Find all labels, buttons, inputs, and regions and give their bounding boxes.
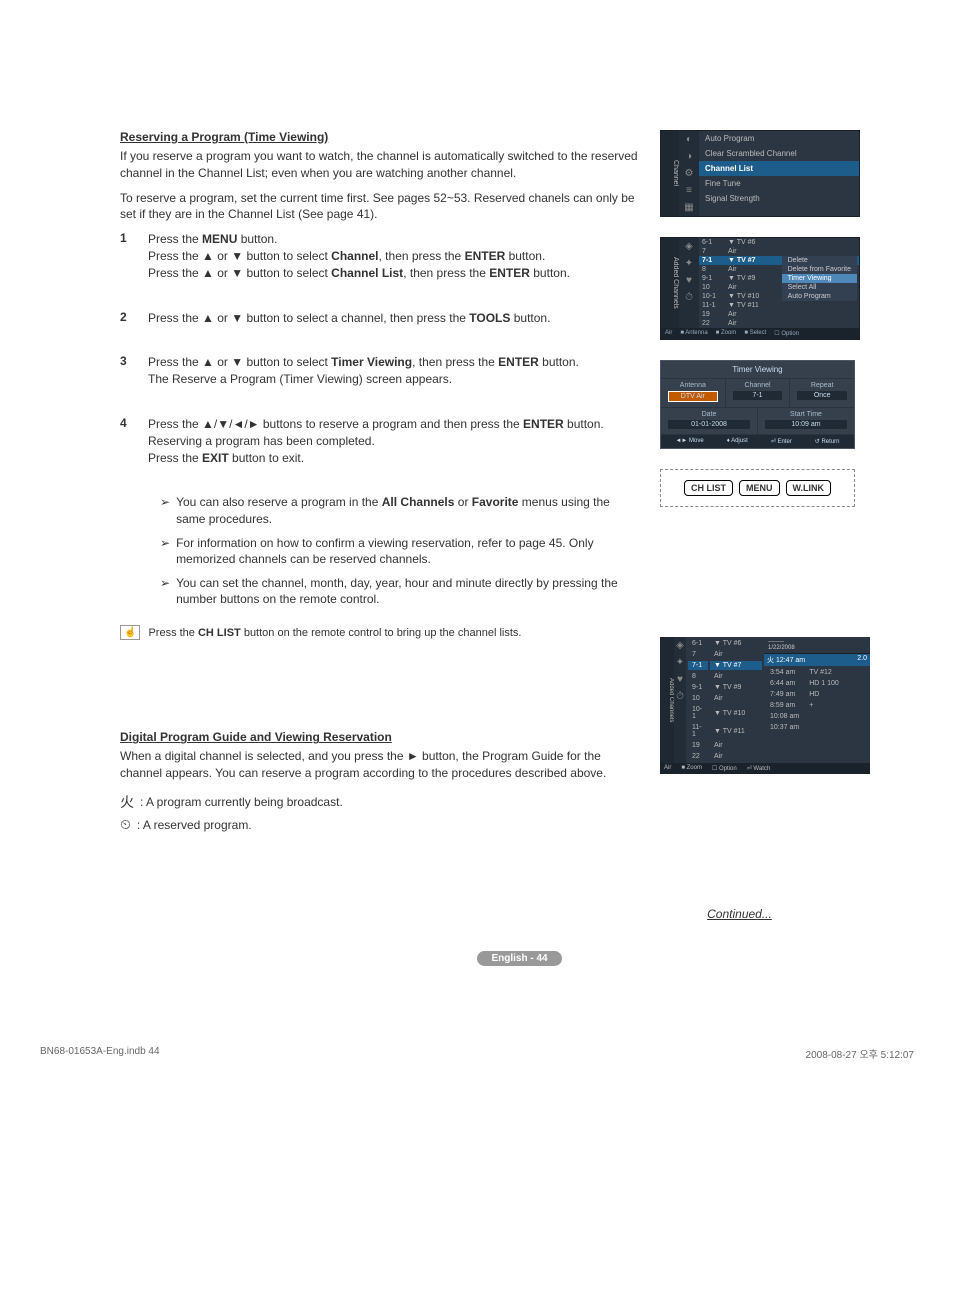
guide-channel-row: 8Air bbox=[688, 672, 762, 681]
guide-channel-row: 19Air bbox=[688, 741, 762, 750]
menu-screenshot: Channel ◐ ◑ ⚙ ≡ ▦ Auto ProgramClear Scra… bbox=[660, 130, 860, 217]
channel-row: 6-1▼ TV #6 bbox=[699, 238, 859, 247]
hint-row: ☝ Press the CH LIST button on the remote… bbox=[120, 625, 640, 640]
menu-item: Signal Strength bbox=[699, 191, 859, 206]
timer-cell: Channel7-1 bbox=[726, 379, 791, 407]
section2-title: Digital Program Guide and Viewing Reserv… bbox=[120, 730, 640, 744]
section1-title: Reserving a Program (Time Viewing) bbox=[120, 130, 640, 144]
channel-row: 11-1▼ TV #11 bbox=[699, 301, 859, 310]
guide-icon: ◈ bbox=[674, 637, 686, 654]
section1-intro1: If you reserve a program you want to wat… bbox=[120, 148, 640, 182]
legend-icon: ⏲ bbox=[120, 816, 131, 833]
guide-channel-row: 10-1▼ TV #10 bbox=[688, 705, 762, 721]
program-row: 10:37 am bbox=[766, 723, 843, 732]
legend-row: ⏲: A reserved program. bbox=[120, 816, 640, 833]
note-arrow-icon: ➢ bbox=[160, 535, 170, 567]
remote-wlink-btn: W.LINK bbox=[786, 480, 832, 496]
menu-icon: ▦ bbox=[679, 199, 699, 216]
step-number: 2 bbox=[120, 310, 148, 327]
note-arrow-icon: ➢ bbox=[160, 575, 170, 607]
guide-side: Added Channels bbox=[660, 637, 674, 763]
popup-item: Delete from Favorite bbox=[782, 265, 857, 274]
note-item: ➢You can also reserve a program in the A… bbox=[160, 494, 640, 526]
note-item: ➢For information on how to confirm a vie… bbox=[160, 535, 640, 567]
step-number: 4 bbox=[120, 416, 148, 466]
step-body: Press the ▲ or ▼ button to select Timer … bbox=[148, 354, 640, 388]
page-number: English - 44 bbox=[477, 951, 561, 966]
guide-channel-row: 6-1▼ TV #6 bbox=[688, 639, 762, 648]
remote-diagram: CH LIST MENU W.LINK bbox=[660, 469, 855, 507]
step-number: 1 bbox=[120, 231, 148, 281]
timer-cell: AntennaDTV Air bbox=[661, 379, 726, 407]
guide-channel-row: 11-1▼ TV #11 bbox=[688, 723, 762, 739]
guide-icon: ⏱ bbox=[674, 688, 686, 705]
menu-icon: ◐ bbox=[679, 131, 699, 148]
program-row: 6:44 amHD 1 100 bbox=[766, 679, 843, 688]
channel-row: 22Air bbox=[699, 319, 859, 328]
remote-menu-btn: MENU bbox=[739, 480, 780, 496]
section2-intro: When a digital channel is selected, and … bbox=[120, 748, 640, 782]
note-item: ➢You can set the channel, month, day, ye… bbox=[160, 575, 640, 607]
step-body: Press the MENU button.Press the ▲ or ▼ b… bbox=[148, 231, 640, 281]
popup-item: Delete bbox=[782, 256, 857, 265]
guide-channel-row: 7-1▼ TV #7 bbox=[688, 661, 762, 670]
program-row: 3:54 amTV #12 bbox=[766, 668, 843, 677]
program-row: 7:49 amHD bbox=[766, 690, 843, 699]
channel-row: 7Air bbox=[699, 247, 859, 256]
section1-intro2: To reserve a program, set the current ti… bbox=[120, 190, 640, 224]
guide-icon: ♥ bbox=[674, 671, 686, 688]
menu-side-tab: Channel bbox=[661, 131, 679, 216]
guide-channel-row: 9-1▼ TV #9 bbox=[688, 683, 762, 692]
popup-item: Select All bbox=[782, 283, 857, 292]
channel-list-screenshot: Added Channels ◈ ✦ ♥ ⏱ 6-1▼ TV #67Air7-1… bbox=[660, 237, 860, 340]
program-row: 8:59 am+ bbox=[766, 701, 843, 710]
popup-item: Timer Viewing bbox=[782, 274, 857, 283]
timer-cell: Date01-01-2008 bbox=[661, 408, 758, 434]
timer-viewing-screenshot: Timer Viewing AntennaDTV AirChannel7-1Re… bbox=[660, 360, 855, 449]
legend-icon: ⽕ bbox=[120, 792, 134, 812]
channel-row: 19Air bbox=[699, 310, 859, 319]
menu-item: Channel List bbox=[699, 161, 859, 176]
footer-left: BN68-01653A-Eng.indb 44 bbox=[40, 1046, 160, 1061]
timer-title: Timer Viewing bbox=[661, 361, 854, 379]
remote-chlist-btn: CH LIST bbox=[684, 480, 733, 496]
program-row: 10:08 am bbox=[766, 712, 843, 721]
chlist-icon: ⏱ bbox=[679, 289, 699, 306]
legend-row: ⽕: A program currently being broadcast. bbox=[120, 792, 640, 812]
note-arrow-icon: ➢ bbox=[160, 494, 170, 526]
menu-icon: ≡ bbox=[679, 182, 699, 199]
menu-icon: ◑ bbox=[679, 148, 699, 165]
chlist-icon: ✦ bbox=[679, 255, 699, 272]
step-number: 3 bbox=[120, 354, 148, 388]
chlist-side: Added Channels bbox=[661, 238, 679, 328]
menu-item: Fine Tune bbox=[699, 176, 859, 191]
timer-cell: Start Time10:09 am bbox=[758, 408, 854, 434]
guide-channel-row: 22Air bbox=[688, 752, 762, 761]
step-body: Press the ▲ or ▼ button to select a chan… bbox=[148, 310, 640, 327]
continued-label: Continued... bbox=[560, 907, 919, 921]
timer-cell: RepeatOnce bbox=[790, 379, 854, 407]
program-guide-screenshot: Added Channels ◈ ✦ ♥ ⏱ 6-1▼ TV #6 7Air 7-1… bbox=[660, 637, 870, 774]
popup-item: Auto Program bbox=[782, 292, 857, 301]
chlist-icon: ◈ bbox=[679, 238, 699, 255]
menu-item: Auto Program bbox=[699, 131, 859, 146]
step-body: Press the ▲/▼/◄/► buttons to reserve a p… bbox=[148, 416, 640, 466]
hint-icon: ☝ bbox=[120, 625, 140, 640]
guide-channel-row: 10Air bbox=[688, 694, 762, 703]
menu-icon: ⚙ bbox=[679, 165, 699, 182]
menu-item: Clear Scrambled Channel bbox=[699, 146, 859, 161]
chlist-icon: ♥ bbox=[679, 272, 699, 289]
guide-channel-row: 7Air bbox=[688, 650, 762, 659]
footer-right: 2008-08-27 오후 5:12:07 bbox=[806, 1046, 914, 1061]
guide-icon: ✦ bbox=[674, 654, 686, 671]
